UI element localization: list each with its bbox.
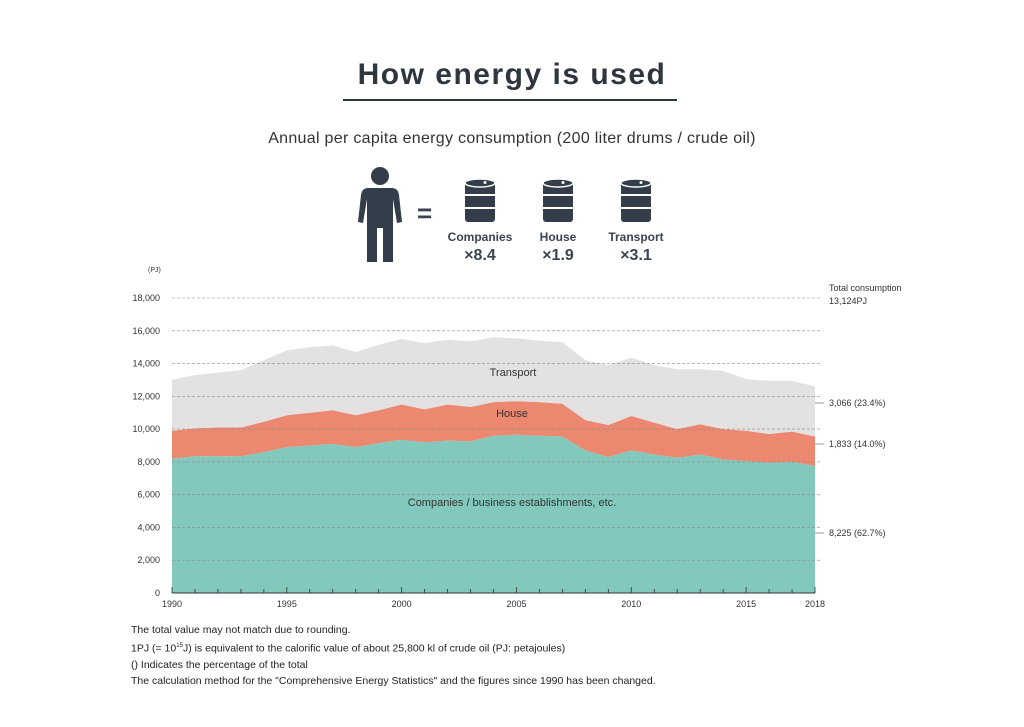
footnote-rounding: The total value may not match due to rou… <box>131 624 351 636</box>
area-transport <box>172 337 815 437</box>
x-tick-label: 1995 <box>277 599 297 609</box>
drum-label: Companies <box>447 230 513 244</box>
footnote-method: The calculation method for the "Comprehe… <box>131 675 656 688</box>
x-tick-label: 2000 <box>392 599 412 609</box>
value-annotations: Total consumption 13,124PJ 3,066 (23.4%)… <box>815 283 902 538</box>
footnote-pj: 1PJ (= 1015J) is equivalent to the calor… <box>131 638 656 657</box>
page-title: How energy is used <box>357 58 667 91</box>
chart-gridlines <box>172 297 820 561</box>
series-labels: Transport House Companies / business est… <box>408 367 617 509</box>
oil-drum-icon <box>542 178 574 222</box>
footnotes: The total value may not match due to rou… <box>131 622 656 690</box>
y-tick-labels: 0 2,000 4,000 6,000 8,000 10,000 12,000 14,000 1… <box>132 293 160 598</box>
title-underline <box>343 99 677 101</box>
y-tick-label: 0 <box>155 588 160 598</box>
area-companies <box>172 434 815 593</box>
y-unit-label: (PJ) <box>148 267 161 274</box>
x-axis: 1990 1995 2000 2005 2010 2015 2018 <box>162 587 825 609</box>
y-tick-label: 4,000 <box>137 522 160 532</box>
drum-house: House ×1.9 <box>513 178 603 265</box>
series-label-companies: Companies / business establishments, etc… <box>408 497 617 509</box>
transport-value-label: 3,066 (23.4%) <box>829 398 886 408</box>
equals-sign: = <box>417 198 433 228</box>
oil-drum-icon <box>464 178 496 222</box>
footnote-pj-exponent: 15 <box>176 643 183 650</box>
drum-label: Transport <box>608 230 664 244</box>
x-tick-label: 2015 <box>736 599 756 609</box>
drum-multiplier: ×1.9 <box>542 247 574 264</box>
y-tick-label: 12,000 <box>132 391 160 401</box>
series-label-house: House <box>496 408 528 420</box>
total-consumption-value: 13,124PJ <box>829 296 867 306</box>
x-tick-label: 2005 <box>506 599 526 609</box>
page-subtitle: Annual per capita energy consumption (20… <box>268 130 756 147</box>
drum-multiplier: ×8.4 <box>464 247 496 264</box>
drum-transport: Transport ×3.1 <box>591 178 681 265</box>
area-house <box>172 401 815 466</box>
y-tick-label: 10,000 <box>132 424 160 434</box>
footnote-pj-prefix: 1PJ (= 10 <box>131 642 177 655</box>
x-tick-label: 1990 <box>162 599 182 609</box>
x-tick-label: 2018 <box>805 599 825 609</box>
companies-value-label: 8,225 (62.7%) <box>829 528 886 538</box>
y-tick-label: 2,000 <box>137 555 160 565</box>
chart-areas <box>172 337 815 593</box>
footnote-percentage: () Indicates the percentage of the total <box>131 659 308 672</box>
person-icon <box>357 166 403 269</box>
drum-label: House <box>539 230 577 244</box>
oil-drum-icon <box>620 178 652 222</box>
total-consumption-label: Total consumption <box>829 283 902 293</box>
x-tick-label: 2010 <box>621 599 641 609</box>
house-value-label: 1,833 (14.0%) <box>829 439 886 449</box>
y-tick-label: 6,000 <box>137 490 160 500</box>
drum-multiplier: ×3.1 <box>620 247 652 264</box>
series-label-transport: Transport <box>490 367 537 379</box>
y-tick-label: 14,000 <box>132 359 160 369</box>
drum-companies: Companies ×8.4 <box>435 178 525 265</box>
y-tick-label: 16,000 <box>132 326 160 336</box>
y-tick-label: 18,000 <box>132 293 160 303</box>
footnote-pj-suffix: J) is equivalent to the calorific value … <box>182 642 566 655</box>
y-tick-label: 8,000 <box>137 457 160 467</box>
